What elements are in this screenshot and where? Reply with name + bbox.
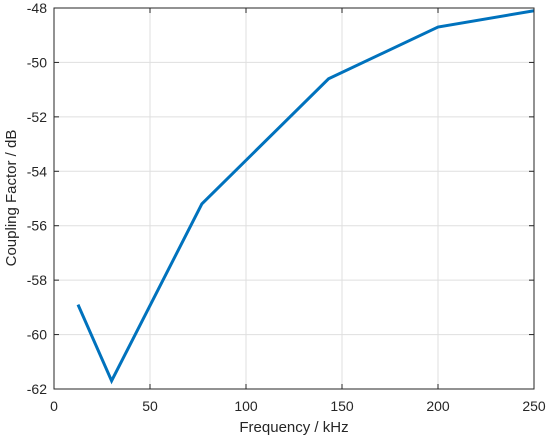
y-tick-label-4: -54 bbox=[27, 163, 47, 179]
y-tick-label-6: -50 bbox=[27, 54, 47, 70]
x-tick-label-2: 100 bbox=[234, 398, 258, 414]
series-layer bbox=[76, 9, 535, 385]
y-tick-label-5: -52 bbox=[27, 109, 47, 125]
y-tick-label-3: -56 bbox=[27, 218, 47, 234]
y-tick-label-2: -58 bbox=[27, 272, 47, 288]
x-tick-label-4: 200 bbox=[426, 398, 450, 414]
y-tick-label-1: -60 bbox=[27, 327, 47, 343]
plot-border bbox=[53, 7, 535, 390]
series-line-0 bbox=[76, 9, 535, 385]
y-tick-label-7: -48 bbox=[27, 0, 47, 16]
x-axis-label: Frequency / kHz bbox=[239, 419, 348, 436]
x-tick-label-5: 250 bbox=[522, 398, 546, 414]
axis-ticks bbox=[53, 7, 535, 390]
tick-labels: 0 50 100 150 200 250 -62 -60 -58 -56 -54 -52 -50 -48 bbox=[27, 0, 546, 414]
y-tick-label-0: -62 bbox=[27, 381, 47, 397]
y-axis-label: Coupling Factor / dB bbox=[3, 130, 20, 267]
x-tick-label-0: 0 bbox=[50, 398, 58, 414]
plot-area bbox=[54, 8, 534, 389]
x-tick-label-1: 50 bbox=[142, 398, 158, 414]
x-tick-label-3: 150 bbox=[330, 398, 354, 414]
